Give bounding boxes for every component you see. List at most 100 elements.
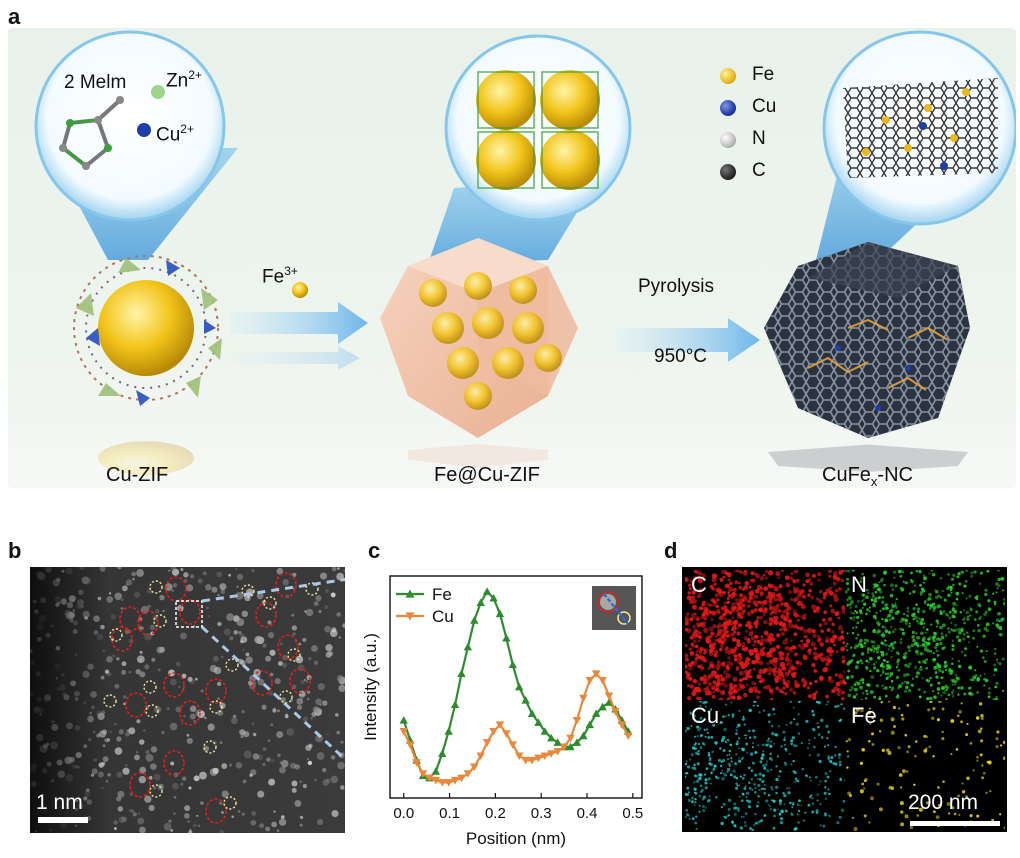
synthesis-scheme-panel: 2 Melm Zn2+ Cu2+ Fe3+ Pyrolysis 950°C Fe… [8, 28, 1016, 489]
legend-label-fe: Fe [432, 585, 452, 604]
point-cu [489, 728, 498, 736]
red-atom-circle [255, 602, 277, 628]
point-fe [482, 587, 492, 595]
yellow-atom-circle [263, 596, 277, 610]
line-profile-chart: 0.0 0.1 0.2 0.3 0.4 0.5 Position (nm) Intensity… [361, 575, 643, 848]
panel-d-letter: d [664, 538, 678, 563]
point-cu [457, 774, 466, 783]
panel-a-letter: a [8, 4, 21, 29]
point-fe [450, 700, 460, 709]
yellow-atom-circle [143, 680, 157, 694]
fe-ion-label: Fe3+ [262, 264, 298, 288]
red-atom-circle [205, 678, 227, 704]
point-fe [457, 669, 466, 678]
yellow-atom-circle [109, 628, 123, 642]
cu-atom-icon [720, 100, 736, 116]
point-cu [399, 728, 408, 736]
point-cu [611, 708, 620, 716]
legend-c: C [752, 160, 766, 181]
red-atom-circle [277, 634, 299, 660]
pyrolysis-label: Pyrolysis [638, 276, 715, 297]
point-fe [502, 633, 511, 642]
cu-ion-label: Cu2+ [156, 122, 194, 146]
point-fe [495, 609, 505, 618]
x-tick-label: 0.0 [393, 805, 414, 822]
point-fe [591, 709, 601, 717]
eds-label-n: N [851, 572, 867, 597]
point-cu [438, 779, 447, 787]
point-cu [591, 670, 601, 678]
y-axis-label: Intensity (a.u.) [361, 633, 380, 741]
point-cu [502, 730, 511, 738]
point-cu [463, 770, 473, 778]
red-atom-circle [275, 572, 297, 598]
yellow-atom-circle [103, 694, 117, 708]
zn-ion-label: Zn2+ [166, 68, 202, 92]
point-cu [566, 734, 575, 743]
scale-bar-line [910, 821, 1000, 826]
point-fe [585, 720, 594, 729]
x-axis-label: Position (nm) [466, 829, 566, 848]
point-fe [399, 716, 408, 724]
eds-map-c: C [685, 570, 845, 700]
point-cu [527, 756, 537, 765]
cu-zif-caption: Cu-ZIF [106, 464, 169, 486]
legend-cu: Cu [752, 96, 777, 117]
fe-atom-icon [720, 68, 736, 84]
point-fe [476, 598, 485, 606]
point-fe [547, 733, 556, 742]
point-cu [598, 676, 607, 685]
red-atom-circle [125, 692, 147, 718]
point-fe [579, 731, 588, 740]
red-atom-circle [137, 610, 159, 636]
legend-label-cu: Cu [432, 607, 454, 626]
panel-b-letter: b [8, 538, 22, 563]
point-fe [604, 698, 614, 706]
yellow-atom-circle [203, 740, 217, 754]
yellow-atom-circle [149, 580, 163, 594]
point-cu [450, 776, 460, 785]
yellow-atom-circle [149, 784, 163, 798]
red-atom-circle [251, 670, 273, 696]
yellow-atom-circle [209, 700, 223, 714]
point-cu [540, 752, 550, 761]
legend-n: N [752, 128, 766, 149]
eds-label-cu: Cu [691, 703, 720, 728]
red-atom-circle [163, 672, 185, 698]
point-cu [559, 743, 569, 752]
point-fe [438, 749, 447, 757]
fe-cu-zif-caption: Fe@Cu-ZIF [434, 464, 540, 486]
point-cu [476, 752, 485, 761]
point-cu [405, 741, 415, 749]
red-atom-circle [205, 798, 227, 824]
legend-fe: Fe [752, 64, 775, 85]
red-atom-circle [129, 772, 151, 798]
red-atom-circle [179, 700, 201, 726]
yellow-atom-circle [241, 584, 255, 598]
yellow-atom-circle [287, 648, 301, 662]
point-cu [508, 741, 517, 749]
inset-thumbnail [592, 586, 636, 630]
point-fe [534, 718, 543, 726]
point-fe [431, 767, 441, 775]
point-cu [515, 752, 524, 761]
point-fe [521, 696, 530, 704]
panel-c-letter: c [368, 538, 381, 563]
point-cu [585, 676, 594, 685]
x-tick-label: 0.1 [439, 805, 460, 822]
point-cu [547, 750, 556, 758]
point-cu [579, 694, 588, 703]
x-tick-label: 0.5 [622, 805, 643, 822]
ligand-label: 2 Melm [64, 72, 127, 93]
n-atom-icon [720, 132, 736, 148]
x-tick-label: 0.2 [485, 805, 506, 822]
legend-marker-fe [405, 589, 415, 598]
point-fe [598, 702, 607, 711]
red-atom-circle [163, 750, 185, 776]
c-atom-icon [720, 164, 736, 180]
red-atom-circle [289, 668, 311, 694]
point-fe [553, 738, 562, 746]
red-atom-circle [179, 599, 201, 625]
point-cu [624, 732, 633, 741]
point-fe [540, 727, 550, 735]
